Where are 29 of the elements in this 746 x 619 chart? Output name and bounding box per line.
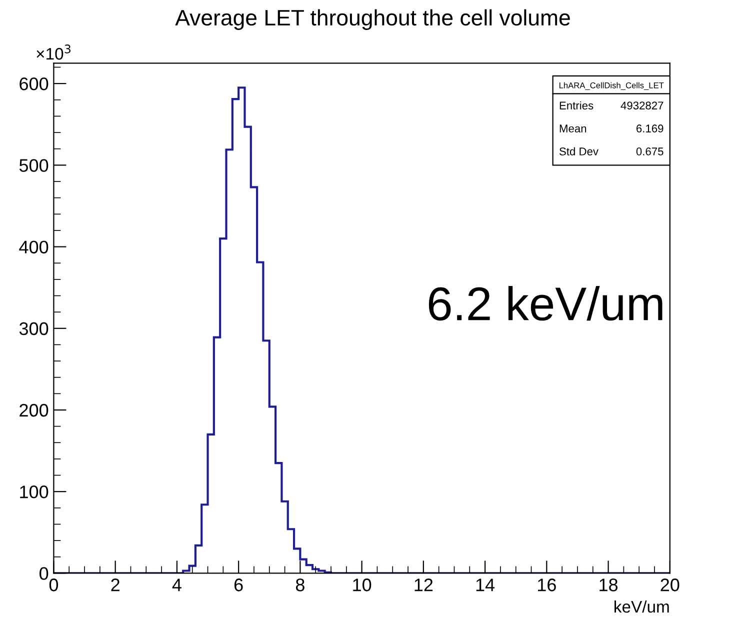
- y-tick-label: 400: [19, 240, 48, 254]
- annotation: 6.2 keV/um: [428, 286, 662, 321]
- annotation: Entries: [560, 101, 594, 110]
- annotation: 4932827: [620, 102, 664, 110]
- annotation: LhARA_CellDish_Cells_LET: [559, 82, 664, 90]
- x-tick-label: 8: [296, 578, 304, 592]
- y-tick-label: 0: [40, 567, 48, 580]
- x-tick-label: 18: [600, 578, 618, 592]
- y-tick-label: 100: [20, 486, 48, 498]
- x-tick-label: 0: [49, 578, 58, 592]
- x-tick-label: 14: [476, 578, 495, 592]
- annotation: 0.675: [636, 148, 664, 156]
- y-tick-label: 600: [20, 77, 48, 90]
- text: ×10$^{3}$: [36, 44, 70, 60]
- annotation: 6.169: [636, 124, 664, 132]
- y-tick-label: 300: [19, 322, 48, 336]
- x-tick-label: 10: [353, 578, 372, 592]
- annotation: Std Dev: [560, 147, 598, 156]
- x-tick-label: 12: [414, 578, 433, 592]
- x-tick-label: 16: [538, 578, 556, 592]
- x-tick-label: 6: [234, 578, 243, 592]
- x-axis-title: keV/um: [614, 600, 669, 613]
- y-tick-label: 200: [20, 404, 48, 417]
- x-tick-label: 20: [660, 578, 680, 592]
- x-tick-label: 4: [172, 578, 182, 592]
- y-tick-label: 500: [19, 159, 48, 172]
- x-tick-label: 2: [111, 578, 120, 592]
- chart-title: Average LET throughout the cell volume: [175, 9, 570, 30]
- annotation: Mean: [560, 124, 586, 132]
